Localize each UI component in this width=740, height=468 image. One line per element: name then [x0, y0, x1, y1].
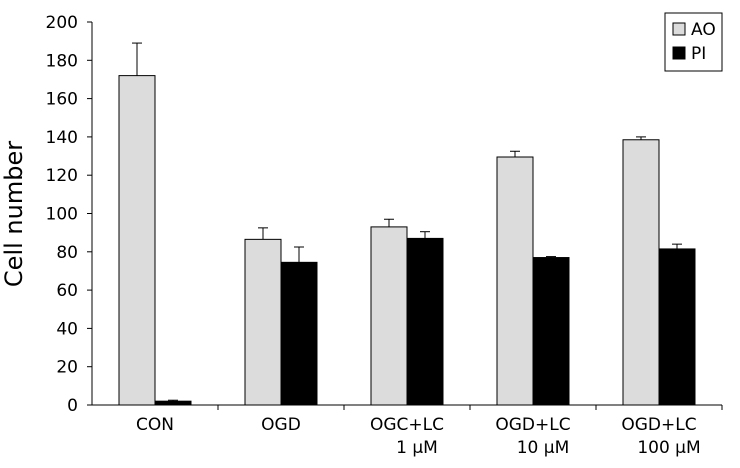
bar-ao-3: [496, 156, 534, 406]
category-label-4-1: 100 µM: [637, 438, 700, 458]
bar-pi-4: [658, 248, 696, 406]
y-tick-label-60: 60: [56, 281, 78, 301]
y-tick-label-120: 120: [46, 166, 78, 186]
bar-pi-0: [154, 400, 192, 406]
bars: [118, 75, 696, 406]
y-axis-title-group: Cell number: [0, 141, 28, 287]
category-label-3-0: OGD+LC: [495, 415, 570, 435]
y-axis-title: Cell number: [0, 141, 28, 287]
legend-swatch-ao: [672, 22, 686, 36]
bar-ao-0: [118, 75, 156, 406]
bar-ao-2: [370, 226, 408, 406]
category-label-3-1: 10 µM: [517, 438, 570, 458]
category-label-2-1: 1 µM: [396, 438, 438, 458]
legend-label-pi: PI: [691, 44, 706, 64]
legend-label-ao: AO: [691, 20, 716, 40]
legend-swatch-pi: [672, 46, 686, 60]
y-tick-label-100: 100: [46, 205, 78, 225]
bar-ao-1: [244, 238, 282, 406]
y-tick-label-200: 200: [46, 13, 78, 33]
legend: AO PI: [664, 12, 723, 72]
y-tick-label-160: 160: [46, 90, 78, 110]
bar-pi-2: [406, 237, 444, 406]
bar-pi-1: [280, 261, 318, 406]
bar-ao-4: [622, 139, 660, 406]
y-tick-label-80: 80: [56, 243, 78, 263]
error-bars: [132, 42, 682, 402]
category-label-4-0: OGD+LC: [621, 415, 696, 435]
y-tick-label-0: 0: [67, 396, 78, 416]
y-tick-label-20: 20: [56, 358, 78, 378]
y-tick-label-140: 140: [46, 128, 78, 148]
y-axis-ticks: 0 20 40 60 80 100 120 140 160 180 200: [46, 13, 92, 416]
x-axis-categories: CON OGD OGC+LC 1 µM OGD+LC 10 µM OGD+LC 100 µM: [136, 405, 723, 458]
bar-pi-3: [532, 257, 570, 406]
y-tick-label-180: 180: [46, 51, 78, 71]
category-label-1-0: OGD: [261, 415, 301, 435]
y-tick-label-40: 40: [56, 319, 78, 339]
category-label-2-0: OGC+LC: [370, 415, 444, 435]
category-label-0-0: CON: [136, 415, 174, 435]
